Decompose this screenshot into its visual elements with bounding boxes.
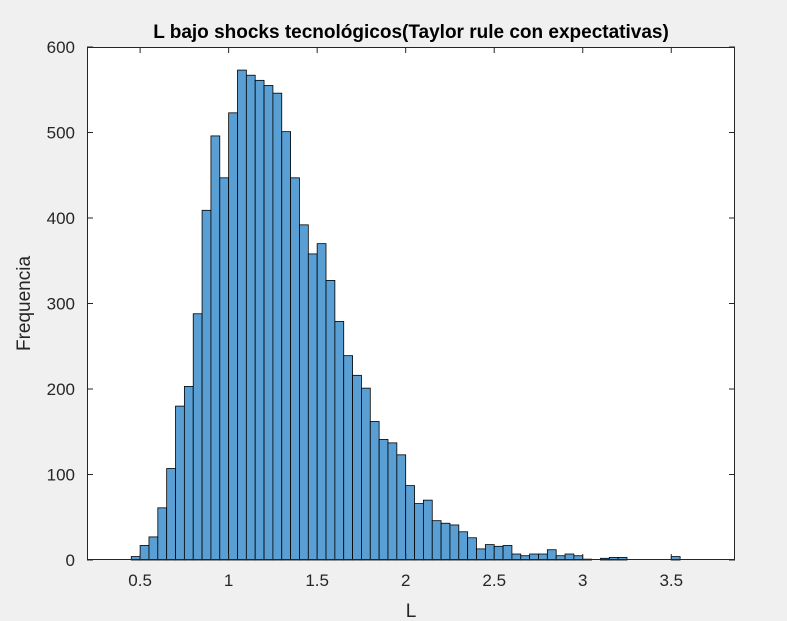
histogram-bar: [387, 442, 398, 561]
histogram-bar: [431, 520, 442, 561]
histogram-bar: [192, 313, 203, 561]
histogram-bar: [148, 536, 159, 561]
histogram-bar: [396, 454, 407, 561]
histogram-bar: [440, 522, 451, 561]
histogram-bar: [219, 177, 230, 561]
x-tick-label: 2: [401, 571, 410, 590]
histogram-bar: [245, 74, 256, 561]
histogram-bar: [476, 548, 486, 561]
axes-frame: [87, 47, 735, 560]
histogram-bar: [228, 112, 238, 561]
histogram-bar: [281, 131, 292, 561]
histogram-bar: [352, 374, 362, 561]
histogram-bar: [405, 485, 415, 561]
histogram-bar: [316, 243, 327, 561]
histogram-bar: [422, 499, 433, 561]
histogram-bar: [343, 355, 353, 561]
y-tick-label: 600: [47, 38, 75, 57]
chart-title: L bajo shocks tecnológicos(Taylor rule c…: [153, 22, 669, 43]
histogram-bar: [502, 545, 513, 561]
histogram-bar: [546, 549, 557, 561]
histogram-bar: [334, 321, 345, 561]
histogram-bar: [290, 177, 300, 561]
histogram-bar: [307, 253, 318, 561]
x-tick-label: 3: [578, 571, 587, 590]
histogram-bar: [467, 537, 477, 561]
y-tick-label: 400: [47, 209, 75, 228]
histogram-bar: [237, 69, 247, 561]
y-axis-label: Frequencia: [14, 256, 35, 351]
histogram-bar: [414, 503, 424, 561]
histogram-bar: [175, 405, 185, 561]
x-tick-label: 2.5: [482, 571, 506, 590]
histogram-bar: [263, 85, 274, 561]
y-tick-label: 100: [47, 466, 75, 485]
histogram-bar: [254, 79, 265, 561]
x-tick-label: 1: [224, 571, 233, 590]
x-tick-label: 3.5: [659, 571, 683, 590]
x-tick-label: 1.5: [305, 571, 329, 590]
histogram-bar: [139, 545, 150, 561]
x-axis-label: L: [406, 601, 417, 621]
y-tick-label: 300: [47, 295, 75, 314]
x-tick-label: 0.5: [128, 571, 152, 590]
histogram-bar: [378, 439, 389, 561]
histogram-bar: [272, 92, 283, 561]
histogram-bar: [157, 507, 168, 561]
histogram-bar: [484, 544, 495, 561]
histogram-bar: [369, 421, 380, 561]
histogram-bar: [166, 468, 176, 561]
y-tick-label: 0: [66, 551, 75, 570]
histogram-bar: [361, 387, 371, 561]
histogram-bar: [458, 531, 469, 561]
histogram-bar: [183, 386, 194, 561]
histogram-bar: [449, 524, 460, 561]
histogram-bar: [210, 135, 221, 561]
histogram-bar: [201, 209, 212, 561]
y-tick-label: 500: [47, 124, 75, 143]
histogram-bar: [493, 545, 504, 561]
y-tick-label: 200: [47, 380, 75, 399]
histogram-bar: [299, 224, 309, 561]
histogram-bar: [325, 280, 336, 561]
ticks-group: 0.5 1 1.5 2 2.5 3 3.5 0 100 200 300 400 500 600: [47, 38, 735, 590]
